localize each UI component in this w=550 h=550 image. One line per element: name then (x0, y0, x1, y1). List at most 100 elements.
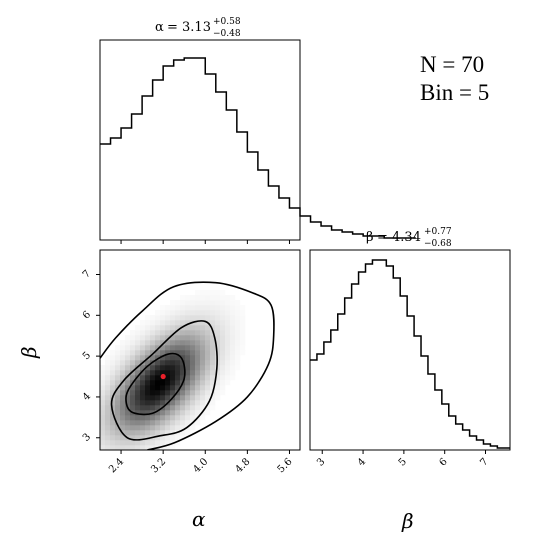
heatmap-cell (225, 310, 231, 316)
heatmap-cell (110, 360, 116, 366)
heatmap-cell (130, 390, 136, 396)
heatmap-cell (130, 400, 136, 406)
heatmap-cell (130, 365, 136, 371)
heatmap-cell (115, 430, 121, 436)
heatmap-cell (220, 370, 226, 376)
heatmap-cell (135, 385, 141, 391)
heatmap-cell (140, 350, 146, 356)
beta-histogram-bar (393, 278, 400, 450)
heatmap-cell (230, 315, 236, 321)
heatmap-cell (175, 310, 181, 316)
heatmap-cell (130, 345, 136, 351)
heatmap-cell (195, 385, 201, 391)
heatmap-cell (135, 355, 141, 361)
heatmap-cell (165, 425, 171, 431)
heatmap-cell (210, 360, 216, 366)
heatmap-cell (130, 430, 136, 436)
alpha-histogram-bar (289, 208, 300, 240)
joint-x-tick-label: 2.4 (107, 456, 126, 475)
heatmap-cell (135, 445, 141, 450)
heatmap-cell (195, 315, 201, 321)
heatmap-cell (165, 325, 171, 331)
heatmap-cell (135, 370, 141, 376)
heatmap-cell (140, 385, 146, 391)
heatmap-cell (165, 405, 171, 411)
heatmap-cell (135, 425, 141, 431)
beta-histogram-bar (386, 266, 393, 450)
heatmap-cell (145, 320, 151, 326)
heatmap-cell (210, 400, 216, 406)
heatmap-cell (140, 410, 146, 416)
heatmap-cell (165, 365, 171, 371)
heatmap-cell (215, 390, 221, 396)
heatmap-cell (140, 430, 146, 436)
heatmap-cell (230, 305, 236, 311)
annotation-n: N = 70 (420, 52, 484, 77)
heatmap-cell (165, 375, 171, 381)
heatmap-cell (140, 405, 146, 411)
heatmap-cell (145, 390, 151, 396)
heatmap-cell (160, 355, 166, 361)
heatmap-cell (140, 445, 146, 450)
heatmap-cell (225, 350, 231, 356)
heatmap-cell (185, 350, 191, 356)
heatmap-cell (110, 365, 116, 371)
heatmap-cell (220, 375, 226, 381)
heatmap-cell (200, 340, 206, 346)
heatmap-cell (130, 395, 136, 401)
alpha-histogram-bar (237, 132, 248, 240)
heatmap-cell (135, 395, 141, 401)
alpha-histogram-bar (132, 114, 143, 240)
heatmap-cell (185, 400, 191, 406)
heatmap-cell (165, 345, 171, 351)
heatmap-cell (240, 340, 246, 346)
heatmap-cell (175, 400, 181, 406)
alpha-histogram-step (100, 57, 416, 239)
heatmap-cell (175, 395, 181, 401)
heatmap-cell (185, 355, 191, 361)
heatmap-cell (220, 350, 226, 356)
alpha-histogram-bar (226, 110, 237, 240)
heatmap-cell (150, 330, 156, 336)
heatmap-cell (160, 435, 166, 441)
heatmap-cell (130, 330, 136, 336)
heatmap-cell (105, 360, 111, 366)
heatmap-cell (205, 300, 211, 306)
heatmap-cell (150, 355, 156, 361)
heatmap-cell (140, 340, 146, 346)
heatmap-cell (185, 405, 191, 411)
heatmap-cell (155, 370, 161, 376)
heatmap-cell (165, 330, 171, 336)
beta-title-symbol: β (366, 230, 374, 245)
heatmap-cell (205, 375, 211, 381)
beta-histogram-step (310, 259, 510, 449)
heatmap-cell (180, 435, 186, 441)
heatmap-cell (200, 300, 206, 306)
heatmap-cell (160, 325, 166, 331)
heatmap-cell (170, 435, 176, 441)
heatmap-cell (210, 320, 216, 326)
heatmap-cell (225, 335, 231, 341)
heatmap-cell (115, 345, 121, 351)
beta-histogram-bar (442, 404, 449, 450)
heatmap-cell (135, 340, 141, 346)
heatmap-cell (145, 375, 151, 381)
beta-histogram-bar (324, 342, 331, 450)
heatmap-cell (220, 360, 226, 366)
heatmap-cell (200, 405, 206, 411)
heatmap-cell (140, 440, 146, 446)
heatmap-cell (195, 420, 201, 426)
heatmap-cell (170, 350, 176, 356)
heatmap-cell (215, 305, 221, 311)
heatmap-cell (240, 345, 246, 351)
heatmap-cell (110, 420, 116, 426)
heatmap-cell (215, 345, 221, 351)
heatmap-cell (175, 440, 181, 446)
heatmap-cell (145, 410, 151, 416)
heatmap-cell (190, 310, 196, 316)
heatmap-cell (185, 410, 191, 416)
heatmap-cell (235, 355, 241, 361)
heatmap-cell (150, 440, 156, 446)
heatmap-cell (155, 420, 161, 426)
